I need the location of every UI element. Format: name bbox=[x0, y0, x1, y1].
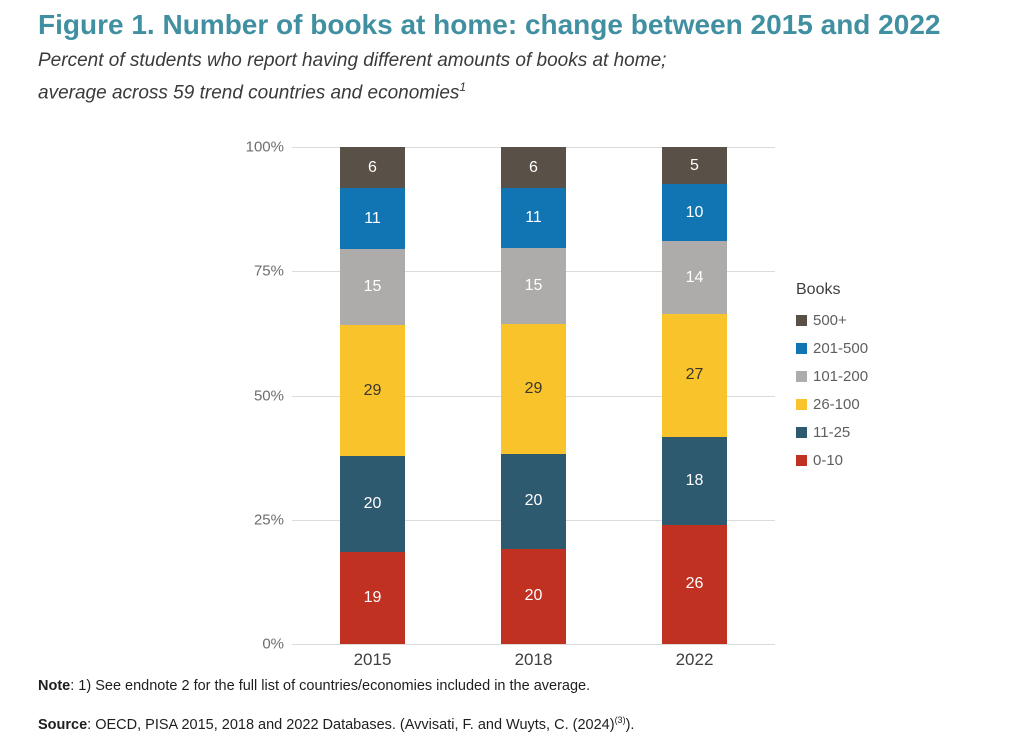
plot-area: 6 11 15 29 20 19 6 11 15 29 20 20 5 10 14 27 18 26 bbox=[292, 147, 775, 645]
bar-segment-2015-500+: 6 bbox=[340, 147, 405, 189]
note-label: Note bbox=[38, 678, 71, 694]
stacked-bar-2015: 6 11 15 29 20 19 bbox=[340, 147, 405, 644]
bar-segment-2018-0-10: 20 bbox=[501, 548, 566, 644]
bar-segment-value: 29 bbox=[524, 380, 543, 398]
bar-segment-value: 11 bbox=[364, 209, 381, 227]
y-axis-tick-label: 50% bbox=[253, 387, 284, 404]
x-axis-label-2018: 2018 bbox=[514, 650, 553, 669]
figure-subtitle-line2: average across 59 trend countries and ec… bbox=[38, 82, 460, 104]
gridline bbox=[292, 644, 775, 645]
bar-segment-2015-11-25: 20 bbox=[340, 456, 405, 553]
legend-item-label: 0-10 bbox=[813, 452, 844, 469]
y-axis-tick-label: 100% bbox=[245, 138, 284, 156]
bar-slot-2022: 5 10 14 27 18 26 bbox=[614, 147, 775, 644]
legend-item-201-500: 201-500 bbox=[796, 340, 868, 357]
bar-segment-2022-201-500: 10 bbox=[662, 184, 727, 242]
bar-segment-2018-26-100: 29 bbox=[501, 324, 566, 454]
source-reference-superscript: (3) bbox=[614, 715, 626, 725]
y-axis: 100% 75% 50% 25% 0% bbox=[0, 139, 284, 653]
bar-segment-2015-101-200: 15 bbox=[340, 249, 405, 326]
bar-segment-2022-101-200: 14 bbox=[662, 241, 727, 314]
legend-item-26-100: 26-100 bbox=[796, 396, 868, 413]
legend-item-500+: 500+ bbox=[796, 312, 868, 329]
legend-item-0-10: 0-10 bbox=[796, 452, 868, 469]
figure-title: Figure 1. Number of books at home: chang… bbox=[38, 9, 941, 40]
x-axis-label-2022: 2022 bbox=[675, 650, 714, 669]
y-axis-tick-label: 25% bbox=[253, 511, 284, 529]
legend-item-label: 101-200 bbox=[813, 368, 869, 385]
stacked-bar-2022: 5 10 14 27 18 26 bbox=[662, 147, 727, 644]
bar-segment-2018-500+: 6 bbox=[501, 147, 566, 189]
legend-swatch-icon bbox=[796, 371, 807, 382]
bars-container: 6 11 15 29 20 19 6 11 15 29 20 20 5 10 14 27 18 26 bbox=[292, 147, 775, 644]
bar-segment-2022-11-25: 18 bbox=[662, 436, 727, 525]
figure-subtitle-line1: Percent of students who report having di… bbox=[38, 50, 667, 71]
bar-segment-2018-201-500: 11 bbox=[501, 188, 566, 249]
legend-items: 500+ 201-500 101-200 26-100 11-25 0-10 bbox=[796, 312, 868, 469]
bar-segment-value: 20 bbox=[363, 495, 382, 513]
legend-swatch-icon bbox=[796, 343, 807, 354]
bar-segment-2022-500+: 5 bbox=[662, 147, 727, 185]
legend-swatch-icon bbox=[796, 455, 807, 466]
bar-segment-value: 5 bbox=[690, 156, 699, 174]
subtitle-endnote-ref: 1 bbox=[459, 80, 467, 94]
legend-item-101-200: 101-200 bbox=[796, 368, 868, 385]
bar-segment-value: 27 bbox=[685, 366, 704, 384]
legend-item-label: 201-500 bbox=[813, 340, 869, 357]
legend-item-label: 500+ bbox=[813, 312, 847, 329]
legend-title: Books bbox=[796, 281, 841, 298]
x-axis: 2015 2018 2022 bbox=[292, 650, 775, 670]
bar-segment-2022-26-100: 27 bbox=[662, 313, 727, 437]
bar-segment-value: 20 bbox=[524, 492, 543, 510]
figure-subtitle: Percent of students who report having di… bbox=[38, 47, 666, 106]
bar-slot-2018: 6 11 15 29 20 20 bbox=[453, 147, 614, 644]
source-text-end: ). bbox=[625, 716, 635, 733]
bar-segment-value: 15 bbox=[524, 277, 543, 295]
bar-slot-2015: 6 11 15 29 20 19 bbox=[292, 147, 453, 644]
bar-segment-value: 6 bbox=[529, 158, 538, 176]
bar-segment-value: 14 bbox=[685, 268, 704, 286]
bar-segment-2015-26-100: 29 bbox=[340, 325, 405, 457]
note-line: Note: 1) See endnote 2 for the full list… bbox=[38, 678, 590, 694]
chart-legend: Books 500+ 201-500 101-200 26-100 11-25 0-10 bbox=[796, 281, 868, 480]
bar-segment-2018-101-200: 15 bbox=[501, 248, 566, 325]
legend-item-label: 26-100 bbox=[813, 396, 860, 413]
source-text: : OECD, PISA 2015, 2018 and 2022 Databas… bbox=[87, 716, 615, 733]
x-axis-label-2015: 2015 bbox=[353, 650, 392, 669]
bar-segment-2015-0-10: 19 bbox=[340, 552, 405, 644]
bar-segment-value: 11 bbox=[525, 209, 542, 227]
bar-segment-value: 18 bbox=[685, 471, 704, 489]
y-axis-tick-label: 75% bbox=[253, 262, 284, 280]
y-axis-tick-label: 0% bbox=[262, 635, 284, 653]
bar-segment-value: 29 bbox=[363, 381, 382, 399]
bar-segment-value: 26 bbox=[685, 575, 704, 593]
bar-segment-value: 20 bbox=[524, 587, 543, 605]
note-text: : 1) See endnote 2 for the full list of … bbox=[70, 678, 591, 694]
legend-item-label: 11-25 bbox=[813, 424, 851, 441]
legend-swatch-icon bbox=[796, 427, 807, 438]
bar-segment-value: 6 bbox=[368, 158, 377, 176]
bar-segment-value: 10 bbox=[685, 203, 704, 221]
stacked-bar-2018: 6 11 15 29 20 20 bbox=[501, 147, 566, 644]
bar-segment-value: 19 bbox=[363, 589, 382, 607]
source-label: Source bbox=[38, 716, 88, 733]
bar-segment-2022-0-10: 26 bbox=[662, 524, 727, 644]
bar-segment-2018-11-25: 20 bbox=[501, 453, 566, 549]
legend-item-11-25: 11-25 bbox=[796, 424, 868, 441]
legend-swatch-icon bbox=[796, 399, 807, 410]
bar-segment-2015-201-500: 11 bbox=[340, 188, 405, 250]
source-line: Source: OECD, PISA 2015, 2018 and 2022 D… bbox=[38, 715, 634, 733]
bar-segment-value: 15 bbox=[363, 278, 382, 296]
legend-swatch-icon bbox=[796, 315, 807, 326]
